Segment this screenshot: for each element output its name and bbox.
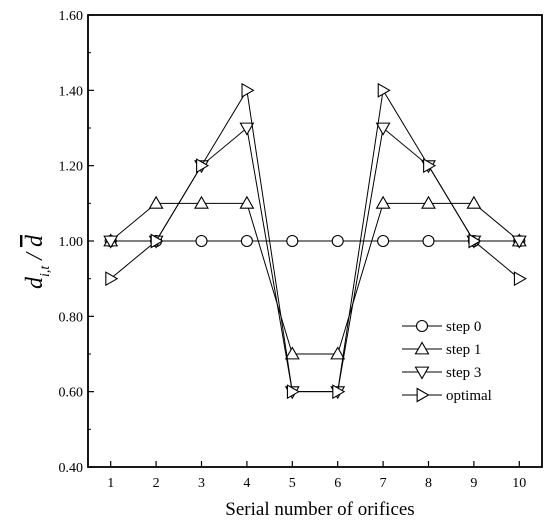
series-optimal [105,82,527,400]
data-point [375,122,391,136]
x-tick-label: 4 [243,476,250,491]
data-point [194,195,209,209]
data-point [468,233,482,249]
data-point [196,158,210,174]
x-tick-label: 8 [425,476,432,491]
series-step-0 [104,234,526,248]
data-point [377,82,391,98]
legend-marker [414,341,430,355]
legend-marker [415,319,429,333]
legend-label: optimal [446,388,492,404]
legend-marker [414,366,430,380]
y-tick-label: 0.80 [59,310,84,325]
data-point [239,122,255,136]
x-tick-label: 7 [380,476,387,491]
y-tick-label: 1.20 [59,160,84,175]
series-group [103,82,527,400]
data-point [150,233,164,249]
data-point [240,234,253,248]
series-line [110,88,520,393]
x-tick-label: 2 [153,476,160,491]
data-point [330,346,346,360]
x-tick-label: 5 [289,476,296,491]
data-point [286,234,299,248]
x-tick-label: 9 [470,476,477,491]
y-axis-label: di,t / d [22,234,53,289]
legend-marker [416,387,430,403]
x-tick-label: 1 [107,476,114,491]
data-point [241,82,255,98]
svg-text:di,t / d: di,t / d [22,234,53,289]
x-tick-label: 6 [334,476,341,491]
data-point [195,234,208,248]
data-point [332,384,346,400]
y-tick-label: 1.60 [59,9,84,24]
data-point [105,271,119,287]
y-tick-label: 0.60 [59,386,84,401]
legend-label: step 0 [446,319,481,335]
y-axis-label-sub: i,t [38,265,53,277]
y-tick-label: 1.40 [59,84,84,99]
legend-item: step 0 [402,319,481,335]
plot-area: 1 2 3 4 5 6 7 8 9 10 0.40 0.60 0.80 1.00 1.20 1.40 1.60 [59,9,543,491]
legend-label: step 1 [446,342,481,358]
y-tick-label: 0.40 [59,461,84,476]
data-point [513,271,527,287]
data-point [148,195,164,209]
x-axis-label: Serial number of orifices [225,499,414,520]
data-point [375,195,391,209]
data-point [422,234,435,248]
legend-label: step 3 [446,365,481,381]
x-tick-label: 10 [512,476,526,491]
y-axis-label-sep: / [22,247,48,266]
x-tick-label: 3 [198,476,205,491]
legend-item: step 3 [402,365,481,381]
y-tick-label: 1.00 [59,235,84,250]
data-point [103,235,119,249]
y-axis-label-main: d [22,276,48,289]
legend-item: optimal [402,387,492,404]
legend: step 0 step 1 step 3 optimal [402,319,492,404]
data-point [284,346,300,360]
data-point [239,195,255,209]
data-point [286,384,300,400]
data-point [421,195,436,209]
data-point [423,158,437,174]
legend-item: step 1 [402,341,481,358]
data-point [511,235,527,249]
data-point [466,195,482,209]
y-axis-label-bar: d [22,234,48,247]
data-point [331,234,344,248]
data-point [377,234,390,248]
